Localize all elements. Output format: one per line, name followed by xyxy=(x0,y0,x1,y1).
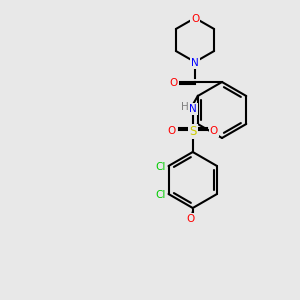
Text: N: N xyxy=(189,104,196,114)
Text: O: O xyxy=(210,126,218,136)
Text: N: N xyxy=(191,58,199,68)
Text: O: O xyxy=(191,14,199,24)
Text: H: H xyxy=(181,102,189,112)
Text: Cl: Cl xyxy=(155,190,166,200)
Text: O: O xyxy=(170,78,178,88)
Text: O: O xyxy=(187,214,195,224)
Text: Cl: Cl xyxy=(155,162,166,172)
Text: O: O xyxy=(168,126,176,136)
Text: S: S xyxy=(189,125,196,138)
